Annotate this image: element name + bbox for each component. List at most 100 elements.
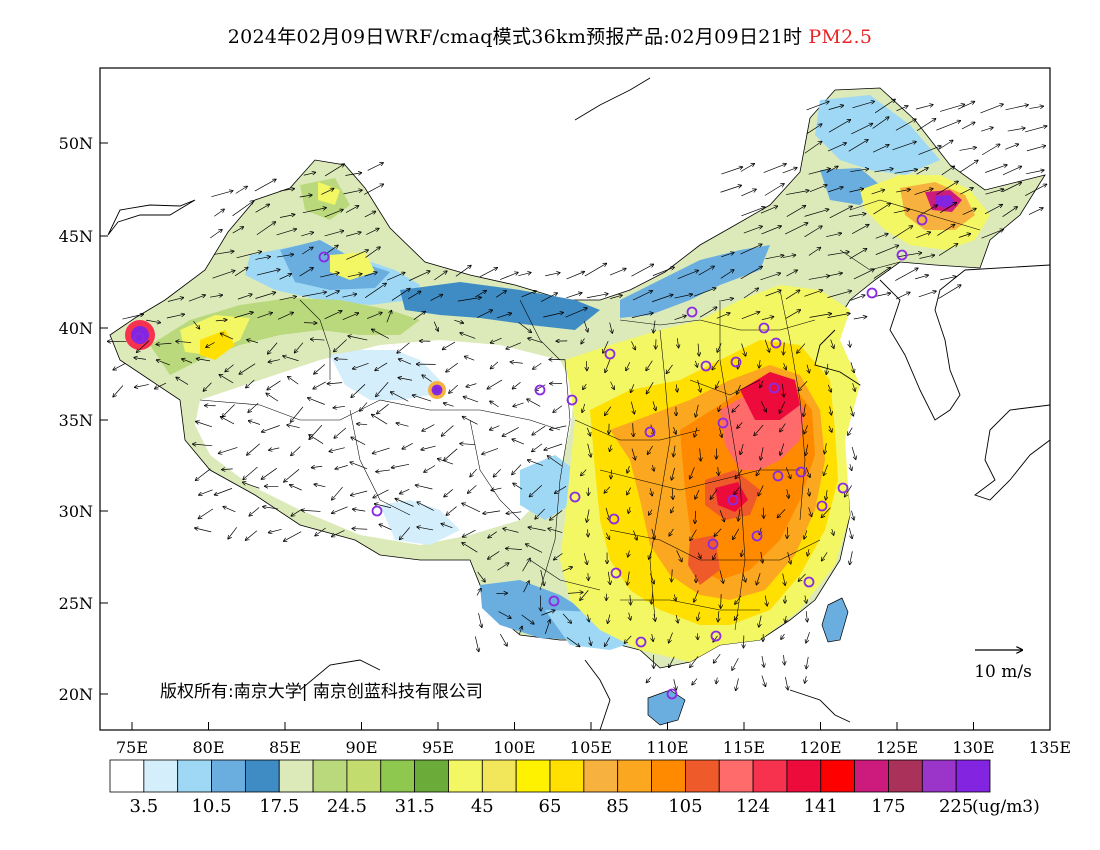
wind-arrow: [550, 425, 567, 430]
wind-arrow: [760, 206, 777, 214]
plot-frame: [99, 67, 1051, 731]
lon-tick-label: 130E: [952, 738, 994, 757]
wind-arrow: [213, 251, 234, 255]
hotspot-qaidam-core: [432, 385, 442, 395]
wind-arrow: [268, 342, 278, 354]
wind-arrow: [737, 422, 743, 428]
light-blue-patch: [380, 500, 460, 545]
wind-arrow: [268, 359, 280, 363]
city-marker: [371, 505, 383, 517]
wind-arrow: [553, 405, 563, 413]
wind-arrow: [223, 507, 236, 513]
wind-arrow: [567, 592, 583, 593]
colorbar-label: 85: [606, 796, 629, 817]
wind-arrow: [137, 340, 150, 352]
wind-arrow: [199, 489, 213, 495]
wind-arrow: [256, 270, 280, 276]
city-marker: [916, 214, 928, 226]
wind-arrow: [957, 102, 974, 110]
wind-arrow: [583, 383, 587, 389]
wind-arrow: [555, 485, 567, 493]
copyright-text: 版权所有:南京大学| 南京创蓝科技有限公司: [160, 682, 483, 702]
wind-arrow: [761, 317, 774, 321]
wind-arrow: [513, 483, 523, 490]
wind-arrow: [627, 571, 629, 585]
wind-arrow: [113, 385, 124, 397]
wind-arrow: [630, 401, 634, 414]
wind-arrow: [532, 425, 546, 435]
wind-arrow: [506, 548, 522, 549]
wind-arrow: [848, 527, 852, 539]
wind-arrow: [915, 275, 928, 280]
wind-arrow: [981, 229, 1004, 239]
wind-arrow: [279, 274, 292, 280]
wind-arrow: [400, 489, 410, 493]
wind-arrow: [605, 637, 611, 646]
wind-arrow: [464, 356, 475, 361]
wind-arrow: [763, 164, 786, 173]
wind-arrow: [940, 104, 964, 112]
wind-arrow: [782, 383, 784, 397]
wind-arrow: [320, 273, 339, 278]
wind-arrow: [809, 314, 832, 318]
wind-arrow: [248, 403, 259, 412]
wind-arrow: [477, 310, 492, 318]
wind-arrow: [672, 488, 673, 499]
wind-arrow: [527, 399, 541, 407]
wind-arrow: [827, 252, 849, 256]
wind-arrow: [474, 291, 486, 298]
wind-arrow: [676, 384, 677, 391]
colorbar-swatch: [278, 759, 314, 793]
wind-arrow: [698, 343, 699, 356]
wind-arrow: [850, 464, 852, 470]
wind-arrow: [367, 313, 382, 319]
wind-arrow: [914, 189, 933, 195]
wind-arrow: [851, 446, 856, 459]
wind-arrow: [828, 105, 844, 110]
wind-arrow: [940, 277, 956, 281]
city-marker: [896, 249, 908, 261]
wind-arrow: [743, 288, 758, 299]
wind-arrow: [830, 406, 832, 414]
lon-tick-label: 100E: [493, 738, 535, 757]
colorbar-unit: (ug/m3): [972, 797, 1040, 817]
wind-arrow: [603, 341, 609, 353]
wind-arrow: [916, 168, 928, 175]
colorbar-swatch: [583, 759, 619, 793]
wind-arrow: [805, 595, 807, 603]
wind-arrow: [628, 506, 630, 513]
wind-arrow: [373, 489, 389, 498]
wind-arrow: [830, 339, 834, 349]
wind-arrow: [764, 184, 784, 196]
wind-arrow: [266, 393, 279, 402]
wind-arrow: [672, 467, 675, 480]
wind-arrow: [375, 362, 388, 371]
wind-arrow: [1002, 182, 1021, 193]
wind-arrow: [695, 404, 699, 417]
taiwan: [821, 597, 849, 643]
wind-arrow: [719, 570, 723, 583]
wind-arrow: [736, 678, 739, 690]
wind-arrow: [375, 504, 392, 509]
wind-arrow: [808, 247, 821, 256]
wind-arrow: [713, 553, 717, 559]
wind-arrow: [646, 360, 653, 371]
wind-arrow: [460, 444, 476, 445]
wind-arrow: [895, 119, 916, 131]
latitude-axis: 50N 45N 40N 35N 30N 25N 20N: [59, 134, 108, 704]
wind-arrow: [554, 553, 563, 559]
lat-tick-label: 50N: [59, 134, 93, 153]
wind-arrow: [629, 612, 631, 620]
wind-arrow: [209, 230, 222, 239]
wind-arrow: [222, 404, 235, 416]
wind-arrow: [543, 313, 563, 318]
colorbar-swatch: [244, 759, 280, 793]
wind-arrow: [503, 529, 519, 533]
wind-arrow: [762, 655, 764, 667]
wind-arrow: [624, 635, 632, 643]
city-marker: [686, 306, 698, 318]
lat-tick-label: 45N: [59, 227, 93, 246]
wind-arrow: [806, 124, 822, 135]
wind-arrow: [584, 321, 588, 331]
